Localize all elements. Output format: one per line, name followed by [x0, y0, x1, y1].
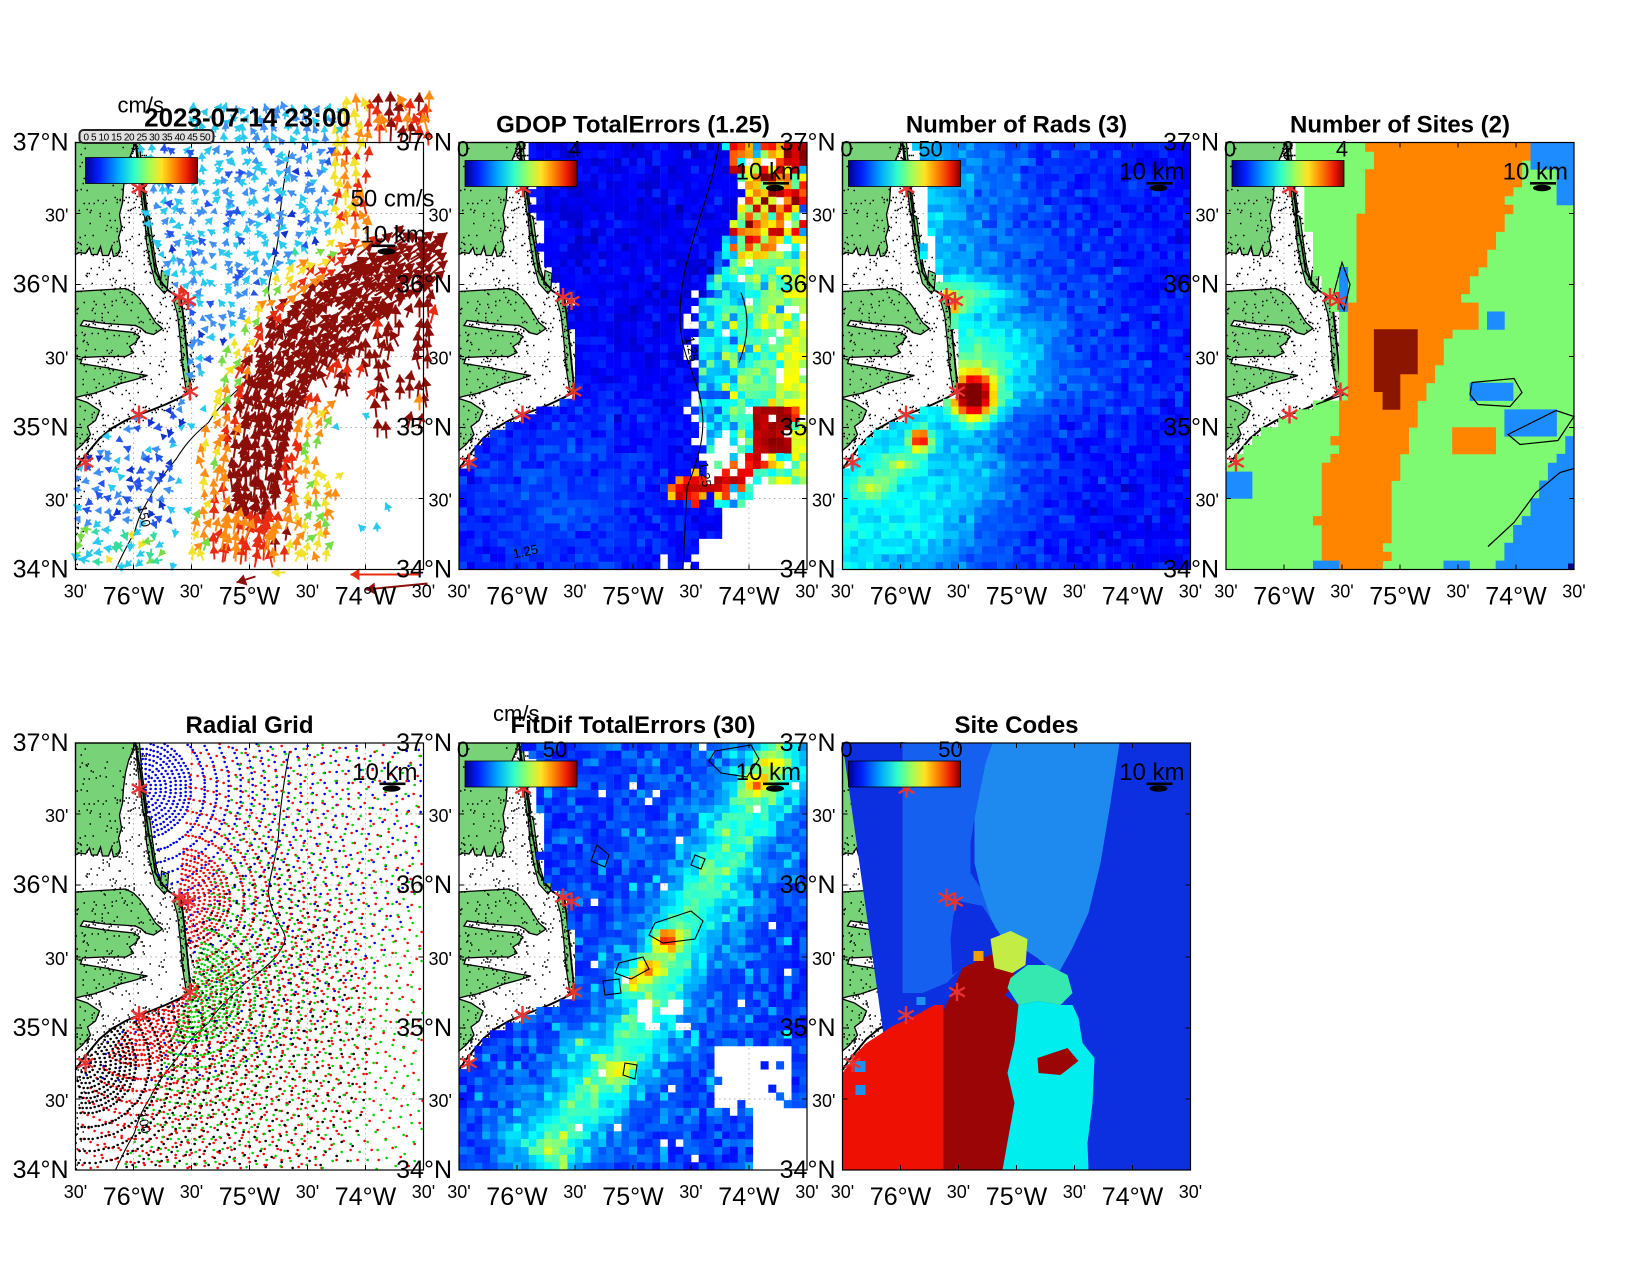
svg-text:150: 150 [135, 504, 154, 528]
svg-text:0 5 10 15 20 25 30 35 40 45 50: 0 5 10 15 20 25 30 35 40 45 50 [84, 133, 211, 144]
svg-text:Site Codes: Site Codes [954, 712, 1078, 739]
svg-text:50 cm/s: 50 cm/s [351, 186, 435, 213]
svg-text:1.25: 1.25 [682, 335, 702, 363]
svg-text:0: 0 [840, 737, 852, 762]
svg-text:0: 0 [840, 137, 852, 162]
svg-text:50: 50 [543, 737, 567, 762]
svg-text:50: 50 [938, 737, 962, 762]
svg-text:2: 2 [1282, 137, 1294, 162]
svg-text:0: 0 [1224, 137, 1236, 162]
svg-text:0: 0 [457, 137, 469, 162]
svg-text:GDOP TotalErrors (1.25): GDOP TotalErrors (1.25) [496, 112, 770, 139]
svg-text:1.25: 1.25 [512, 541, 540, 561]
svg-text:10 km: 10 km [361, 222, 426, 249]
svg-text:1.25: 1.25 [696, 461, 714, 488]
svg-text:100: 100 [135, 1111, 154, 1135]
svg-text:2: 2 [515, 137, 527, 162]
svg-text:Radial Grid: Radial Grid [185, 712, 313, 739]
svg-text:50: 50 [918, 137, 942, 162]
svg-text:FitDif TotalErrors (30): FitDif TotalErrors (30) [511, 712, 756, 739]
svg-text:cm/s: cm/s [493, 701, 539, 726]
svg-text:0: 0 [457, 737, 469, 762]
svg-text:cm/s: cm/s [118, 93, 164, 118]
svg-text:Number of Sites (2): Number of Sites (2) [1290, 112, 1510, 139]
svg-text:2023-07-14 23:00: 2023-07-14 23:00 [144, 103, 351, 133]
svg-text:4: 4 [1336, 137, 1348, 162]
svg-text:4: 4 [569, 137, 581, 162]
svg-text:Number of Rads (3): Number of Rads (3) [906, 112, 1127, 139]
